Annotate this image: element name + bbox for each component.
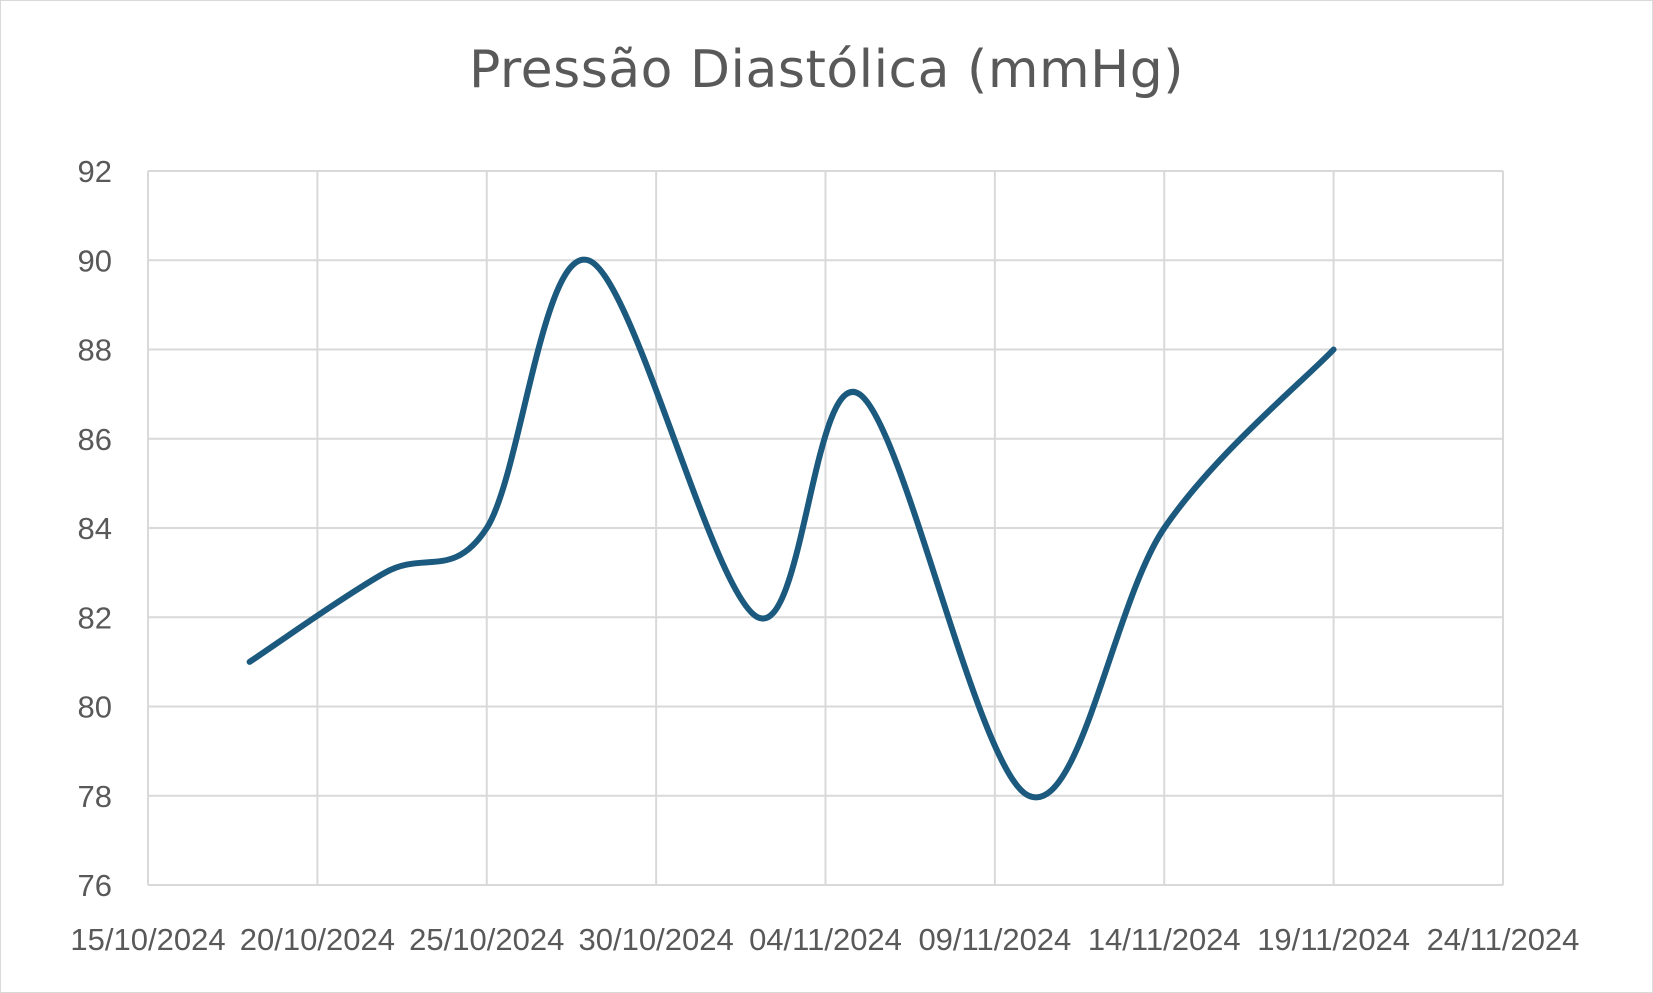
x-tick-label-8: 24/11/2024	[1427, 922, 1580, 957]
x-tick-label-5: 09/11/2024	[918, 922, 1071, 957]
gridlines	[147, 170, 1504, 886]
y-tick-label-80: 80	[78, 690, 112, 725]
y-tick-label-82: 82	[78, 600, 112, 635]
y-axis-labels: 76 78 80 82 84 86 88 90 92	[78, 154, 112, 903]
series-line-0	[246, 256, 1337, 801]
y-tick-label-76: 76	[78, 868, 112, 903]
chart-title: Pressão Diastólica (mmHg)	[468, 40, 1185, 100]
x-tick-label-0: 15/10/2024	[70, 922, 225, 957]
y-tick-label-92: 92	[78, 154, 112, 189]
x-tick-label-7: 19/11/2024	[1257, 922, 1410, 957]
x-tick-label-6: 14/11/2024	[1088, 922, 1241, 957]
y-tick-label-90: 90	[78, 243, 112, 278]
x-axis-labels: 15/10/2024 20/10/2024 25/10/2024 30/10/2024…	[70, 922, 1579, 957]
x-tick-label-1: 20/10/2024	[240, 922, 395, 957]
y-tick-label-88: 88	[78, 333, 112, 368]
x-tick-label-3: 30/10/2024	[579, 922, 734, 957]
series-group	[246, 256, 1337, 801]
y-tick-label-78: 78	[78, 779, 112, 814]
y-tick-label-86: 86	[78, 422, 112, 457]
y-tick-label-84: 84	[78, 511, 112, 546]
x-tick-label-2: 25/10/2024	[409, 922, 564, 957]
x-tick-label-4: 04/11/2024	[749, 922, 902, 957]
